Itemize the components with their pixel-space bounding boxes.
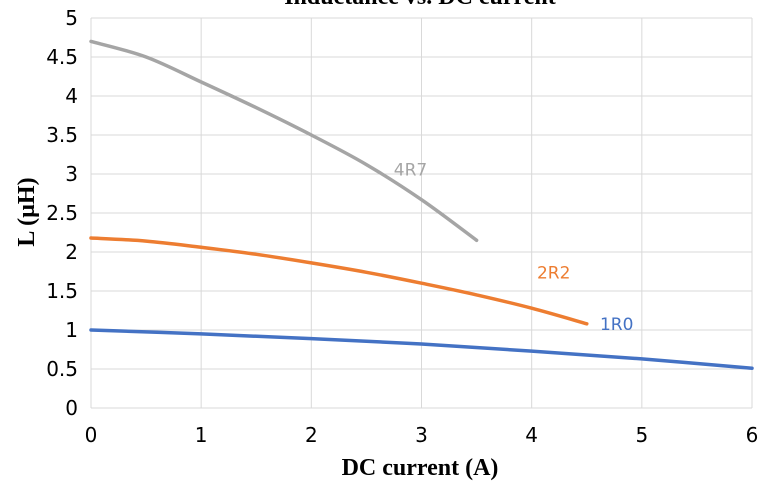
series-line-4r7 xyxy=(89,39,479,243)
x-tick-label: 1 xyxy=(195,423,208,447)
y-axis-ticks: 0 0.5 1 1.5 2 2.5 3 3.5 4 4.5 5 xyxy=(46,6,78,420)
chart-title: Inductance vs. DC current xyxy=(284,0,556,10)
x-axis-ticks: 0 1 2 3 4 5 6 xyxy=(85,423,758,447)
y-tick-label: 2.5 xyxy=(46,201,78,225)
grid xyxy=(90,17,753,409)
x-tick-label: 0 xyxy=(85,423,98,447)
y-tick-label: 3 xyxy=(65,162,78,186)
y-tick-label: 4.5 xyxy=(46,45,78,69)
x-axis-title: DC current (A) xyxy=(342,455,499,481)
series-label-2r2: 2R2 xyxy=(537,264,570,284)
y-tick-label: 4 xyxy=(65,84,78,108)
x-tick-label: 4 xyxy=(525,423,538,447)
x-tick-label: 2 xyxy=(305,423,318,447)
y-axis-title: L (µH) xyxy=(14,177,40,246)
y-tick-label: 1.5 xyxy=(46,279,78,303)
series-labels: 1R0 2R2 4R7 xyxy=(394,161,634,335)
series-line-2r2 xyxy=(89,236,589,326)
series-line-1r0 xyxy=(89,328,754,370)
series-label-1r0: 1R0 xyxy=(600,315,633,335)
y-tick-label: 0 xyxy=(65,396,78,420)
y-tick-label: 0.5 xyxy=(46,357,78,381)
y-tick-label: 1 xyxy=(65,318,78,342)
y-tick-label: 3.5 xyxy=(46,123,78,147)
x-tick-label: 6 xyxy=(746,423,758,447)
y-tick-label: 2 xyxy=(65,240,78,264)
series-label-4r7: 4R7 xyxy=(394,161,427,181)
series-lines xyxy=(89,39,754,370)
y-tick-label: 5 xyxy=(65,6,78,30)
x-tick-label: 5 xyxy=(635,423,648,447)
x-tick-label: 3 xyxy=(415,423,428,447)
